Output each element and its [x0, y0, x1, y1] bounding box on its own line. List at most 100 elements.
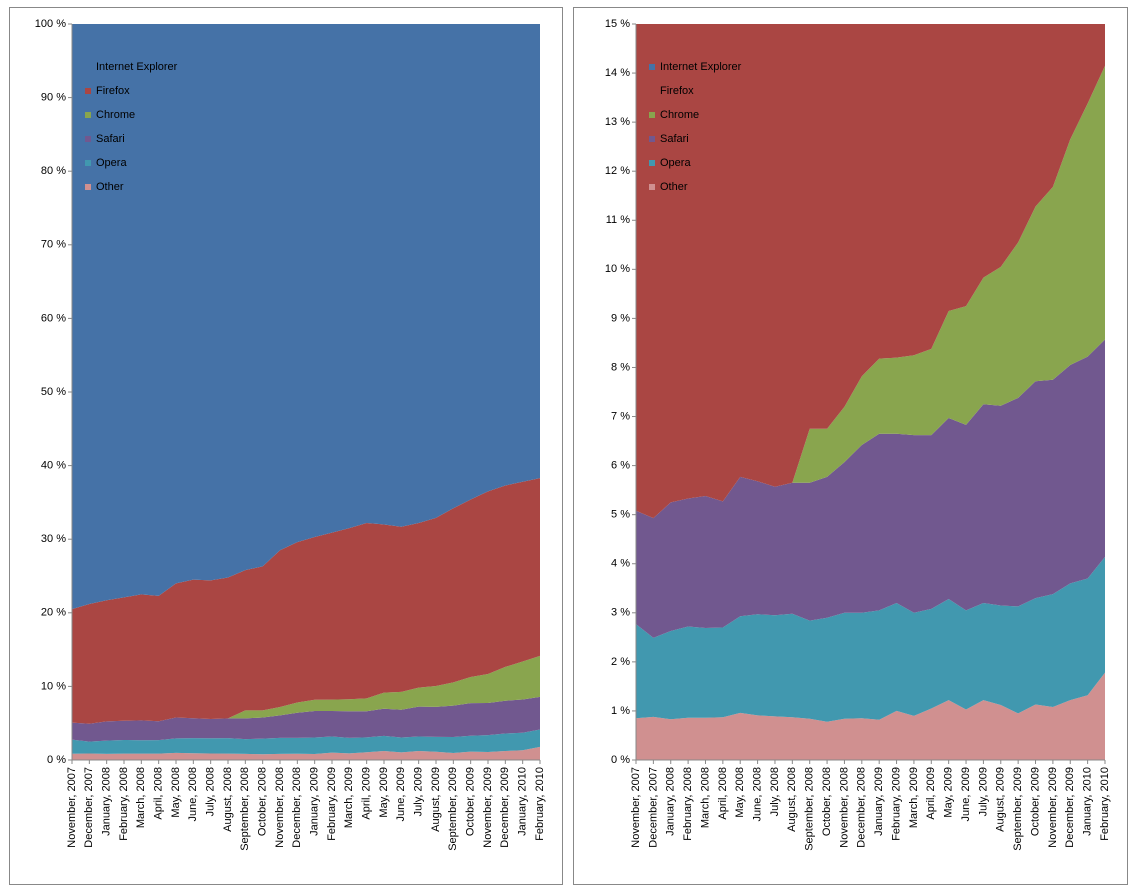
area [72, 746, 540, 760]
y-tick-label: 12 % [605, 165, 630, 177]
legend-label: Other [96, 181, 124, 193]
x-tick-label: May, 2008 [734, 767, 746, 818]
x-tick-label: April, 2008 [717, 767, 729, 820]
x-tick-label: June, 2008 [751, 767, 763, 821]
x-tick-label: October, 2009 [1029, 767, 1041, 836]
x-tick-label: November, 2008 [274, 767, 286, 848]
x-tick-label: July, 2008 [769, 767, 781, 816]
legend-label: Safari [96, 133, 125, 145]
y-tick-label: 60 % [41, 312, 66, 324]
y-tick-label: 14 % [605, 67, 630, 79]
legend-swatch [649, 112, 655, 118]
legend-swatch [649, 88, 655, 94]
x-tick-label: November, 2009 [482, 767, 494, 848]
x-tick-label: March, 2009 [343, 767, 355, 828]
x-tick-label: October, 2008 [821, 767, 833, 836]
x-tick-label: January, 2008 [665, 767, 677, 836]
area [636, 339, 1105, 638]
x-tick-label: August, 2009 [430, 767, 442, 832]
legend-swatch [85, 184, 91, 190]
y-tick-label: 13 % [605, 116, 630, 128]
legend-label: Chrome [660, 109, 699, 121]
x-tick-label: March, 2009 [908, 767, 920, 828]
x-tick-label: November, 2007 [630, 767, 642, 848]
x-tick-label: December, 2007 [83, 767, 95, 848]
x-tick-label: July, 2008 [205, 767, 217, 816]
x-tick-label: January, 2009 [309, 767, 321, 836]
y-tick-label: 1 % [611, 705, 630, 717]
legend-label: Chrome [96, 109, 135, 121]
x-tick-label: February, 2008 [682, 767, 694, 841]
area [72, 655, 540, 724]
legend-label: Firefox [96, 85, 130, 97]
y-tick-label: 4 % [611, 558, 630, 570]
x-tick-label: September, 2009 [447, 767, 459, 851]
y-tick-label: 90 % [41, 92, 66, 104]
y-tick-label: 2 % [611, 656, 630, 668]
chart: 0 % 1 % 2 % 3 % 4 % 5 % 6 % 7 % 8 % 9 % 10 % 11 % 12… [605, 18, 1111, 851]
x-tick-label: April, 2009 [925, 767, 937, 820]
y-tick-label: 0 % [47, 754, 66, 766]
x-tick-label: December, 2007 [647, 767, 659, 848]
y-tick-label: 80 % [41, 165, 66, 177]
chart: 0 % 10 % 20 % 30 % 40 % 50 % 60 % 70 % 80 % 90 % 1… [35, 18, 546, 851]
x-tick-label: August, 2008 [786, 767, 798, 832]
x-tick-label: September, 2008 [239, 767, 251, 851]
y-tick-label: 5 % [611, 509, 630, 521]
x-tick-label: June, 2008 [187, 767, 199, 821]
legend-swatch [649, 64, 655, 70]
y-tick-label: 7 % [611, 410, 630, 422]
legend: Internet Explorer Firefox Chrome Safari Oper… [649, 61, 742, 193]
x-tick-label: April, 2008 [153, 767, 165, 820]
x-tick-label: December, 2008 [291, 767, 303, 848]
y-tick-label: 30 % [41, 533, 66, 545]
x-tick-label: November, 2007 [66, 767, 78, 848]
area [72, 729, 540, 755]
x-tick-label: May, 2008 [170, 767, 182, 818]
x-tick-label: June, 2009 [960, 767, 972, 821]
y-tick-label: 100 % [35, 18, 66, 30]
y-tick-label: 15 % [605, 18, 630, 30]
x-tick-label: February, 2009 [890, 767, 902, 841]
legend-label: Opera [96, 157, 127, 169]
legend-swatch [85, 160, 91, 166]
area [72, 478, 540, 724]
x-tick-label: December, 2009 [499, 767, 511, 848]
legend-swatch [649, 160, 655, 166]
legend-label: Firefox [660, 85, 694, 97]
x-tick-label: November, 2009 [1047, 767, 1059, 848]
x-tick-label: May, 2009 [943, 767, 955, 818]
x-tick-label: January, 2008 [101, 767, 113, 836]
area [636, 65, 1105, 519]
legend-swatch [85, 112, 91, 118]
x-tick-label: February, 2008 [118, 767, 130, 841]
legend: Internet Explorer Firefox Chrome Safari Oper… [85, 61, 178, 193]
x-tick-label: February, 2010 [534, 767, 546, 841]
x-tick-label: November, 2008 [838, 767, 850, 848]
plot-area [636, 24, 1105, 760]
plot-area [72, 24, 540, 760]
area [636, 556, 1105, 722]
y-tick-label: 40 % [41, 460, 66, 472]
y-tick-label: 0 % [611, 754, 630, 766]
legend-label: Safari [660, 133, 689, 145]
x-tick-label: December, 2009 [1064, 767, 1076, 848]
x-tick-label: December, 2008 [856, 767, 868, 848]
y-tick-label: 20 % [41, 607, 66, 619]
x-tick-label: October, 2009 [465, 767, 477, 836]
y-tick-label: 11 % [606, 214, 630, 226]
x-tick-label: July, 2009 [413, 767, 425, 816]
legend-swatch [85, 88, 91, 94]
area [636, 672, 1105, 760]
x-tick-label: June, 2009 [395, 767, 407, 821]
legend-label: Internet Explorer [660, 61, 742, 73]
x-tick-label: May, 2009 [378, 767, 390, 818]
y-tick-label: 50 % [41, 386, 66, 398]
legend-label: Internet Explorer [96, 61, 178, 73]
x-tick-label: July, 2009 [977, 767, 989, 816]
legend-swatch [649, 184, 655, 190]
x-tick-label: September, 2008 [804, 767, 816, 851]
y-tick-label: 3 % [611, 607, 630, 619]
x-tick-label: September, 2009 [1012, 767, 1024, 851]
x-tick-label: August, 2008 [222, 767, 234, 832]
